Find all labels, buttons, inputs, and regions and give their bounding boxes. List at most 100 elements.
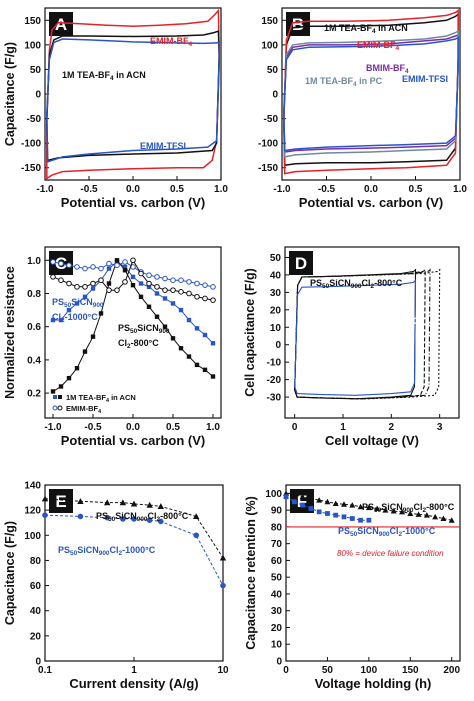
label-part: SiCN	[137, 323, 159, 333]
y-tick-label: 30	[271, 606, 283, 617]
label-part: -1000°C	[402, 526, 436, 536]
subscript: 900	[403, 507, 414, 514]
label-part: SiCN	[77, 545, 99, 555]
data-point	[77, 513, 84, 520]
label-part: -1000°C	[65, 312, 99, 322]
data-point	[82, 294, 88, 300]
x-tick-label: 100	[361, 665, 378, 676]
label-part: in ACN	[376, 23, 408, 33]
data-point	[210, 297, 216, 303]
label-part: Cl	[390, 526, 399, 536]
y-tick-label: 100	[261, 40, 278, 51]
data-point	[50, 259, 56, 265]
subscript: 4	[405, 68, 409, 75]
subscript: 4	[396, 45, 400, 52]
subscript: 900	[99, 550, 110, 557]
y-axis-label: Cell capacitance (F/g)	[243, 268, 257, 397]
data-point	[50, 389, 56, 394]
data-point	[82, 284, 88, 290]
y-axis-label: Capacitance (F/g)	[3, 521, 17, 625]
x-tick-label: 1.0	[206, 422, 220, 433]
cv-curve-1m-tea-bf4-in-acn	[283, 12, 459, 167]
panel-f: 0 50 100 150 2000102030405060708090100Voltag…	[244, 484, 461, 691]
label-part: EMIM-BF	[357, 40, 396, 50]
y-tick-label: -150	[258, 163, 278, 174]
y-axis-label: Capacitance retention (%)	[244, 496, 258, 650]
x-tick-label: 0.5	[166, 422, 180, 433]
data-point	[407, 510, 414, 516]
label-part: 1M TEA-BF	[305, 76, 353, 86]
data-point	[90, 286, 96, 291]
label-part: SiCN	[115, 511, 137, 521]
subscript: 900	[363, 321, 374, 328]
x-axis-label: Potential vs. carbon (V)	[61, 433, 205, 448]
data-point	[114, 287, 120, 293]
label-part: PS	[118, 323, 130, 333]
panel-c: -1.0 -0.5 0.0 0.5 1.00.20.40.60.81.0Potentia…	[3, 246, 222, 448]
data-point	[98, 277, 104, 284]
data-point	[58, 260, 64, 267]
data-point	[119, 499, 127, 506]
panel-label: B	[292, 15, 304, 34]
cv-curve-emim-tfsi	[283, 36, 459, 152]
label-part: Cl	[118, 338, 127, 348]
label-part: PS	[338, 526, 350, 536]
x-tick-label: 200	[443, 665, 460, 676]
data-point	[308, 506, 314, 511]
data-point	[194, 326, 200, 331]
data-point	[440, 515, 447, 522]
panel-d: 0 1 2 3 -30 -20 -10 0 10 20 30 40 50 Cell voltage (V)…	[243, 246, 460, 448]
label-part: Cl	[362, 278, 371, 288]
label-part: -1000°C	[386, 316, 420, 326]
cv-curve	[294, 278, 417, 396]
subscript: 900	[379, 531, 390, 538]
label-part: EMIM-BF	[150, 36, 189, 46]
y-tick-label: 140	[24, 481, 41, 492]
y-tick-label: 100	[24, 40, 41, 51]
x-tick-label: 0.0	[126, 422, 140, 433]
data-point	[202, 295, 208, 302]
data-point	[178, 307, 184, 313]
data-point	[122, 259, 128, 265]
data-point	[157, 518, 164, 525]
data-point	[210, 374, 216, 379]
y-tick-label: 50	[267, 65, 279, 76]
label-part: in ACN	[109, 393, 136, 402]
data-point	[332, 500, 339, 506]
y-tick-label: 120	[24, 506, 41, 517]
x-tick-label: 1.0	[453, 184, 467, 195]
data-point	[74, 284, 80, 290]
y-tick-label: 100	[265, 489, 282, 500]
data-point	[106, 260, 112, 267]
y-axis-label: Normalized resistance	[3, 266, 17, 399]
y-tick-label: 20	[30, 631, 42, 642]
data-point	[154, 284, 160, 290]
x-axis-label: Voltage holding (h)	[315, 676, 432, 691]
label-part: -800°C	[426, 502, 455, 512]
subscript: 900	[351, 283, 362, 290]
x-tick-label: -1.0	[273, 184, 291, 195]
subscript: 2	[399, 531, 403, 538]
data-point	[82, 349, 88, 354]
data-point	[114, 258, 120, 263]
x-tick-label: 150	[402, 665, 419, 676]
y-tick-label: 60	[271, 556, 283, 567]
x-tick-label: 0.1	[38, 665, 52, 676]
panel-b: -1.0 -0.5 0.0 0.5 1.0 -150 -100 -50 0 50 100 150 Pot…	[258, 7, 467, 210]
x-tick-label: 1.0	[214, 184, 228, 195]
data-point	[366, 517, 372, 523]
data-point	[194, 294, 200, 300]
data-point	[374, 505, 381, 511]
subscript: 50	[350, 531, 358, 538]
data-point	[423, 512, 430, 518]
data-point	[162, 287, 168, 293]
data-point	[50, 274, 56, 280]
x-tick-label: 2	[389, 422, 395, 433]
label-sicn-800: PS50SiCN900Cl2-800°C	[96, 511, 189, 523]
cv-curve-emim-tfsi	[46, 38, 220, 163]
data-point	[193, 532, 200, 539]
subscript: 2	[423, 507, 427, 514]
data-point	[358, 517, 363, 523]
data-point	[66, 375, 72, 381]
